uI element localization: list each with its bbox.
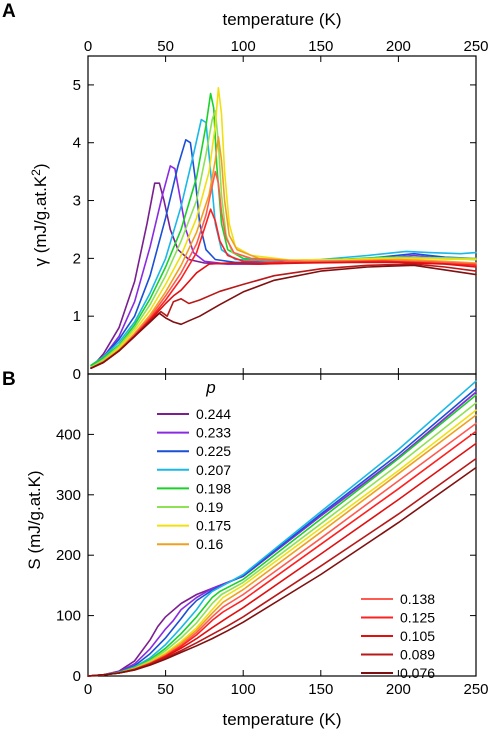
legend-label: 0.244 (196, 406, 231, 422)
series-line-a-0-076 (90, 264, 477, 370)
panel-b-ticks: 0 50 100 150 200 250 0 100 200 300 400 (56, 374, 489, 698)
panel-a-xlabel: temperature (K) (222, 10, 341, 29)
panel-b-y-tick-label: 100 (56, 608, 81, 625)
series-line-a-0-233 (90, 165, 477, 370)
panel-b-x-tick-label: 50 (157, 681, 174, 698)
panel-a-ylabel: γ (mJ/g.at.K2) (29, 163, 50, 266)
panel-a-y-tick-label: 5 (73, 77, 81, 94)
series-line-a-0-175 (90, 87, 477, 370)
panel-b-ylabel: S (mJ/g.at.K) (25, 470, 44, 569)
legend-label: 0.089 (400, 647, 435, 663)
series-line-a-0-138 (90, 170, 477, 370)
legend-label: 0.105 (400, 628, 435, 644)
legend-label: 0.207 (196, 462, 231, 478)
panel-b-plot-frame (87, 373, 477, 677)
panel-a-series (90, 87, 477, 370)
panel-a: A temperature (K) γ (mJ/g.at.K2) 0 50 100 1… (2, 1, 489, 383)
panel-a-ylabel-close: ) (31, 163, 50, 169)
panel-b-y-tick-label: 200 (56, 547, 81, 564)
legend-label: 0.16 (196, 536, 223, 552)
panel-a-x-tick-label: 50 (157, 38, 174, 55)
panel-b-xlabel: temperature (K) (222, 710, 341, 729)
series-line-a-0-125 (90, 208, 477, 370)
panel-b-series (87, 380, 477, 677)
panel-b-x-tick-label: 0 (84, 681, 92, 698)
series-line-a-0-198 (90, 92, 477, 367)
panel-a-ylabel-main: γ (mJ/g.at.K (31, 175, 50, 266)
panel-a-y-tick-label: 3 (73, 193, 81, 210)
legend: 0.244 0.233 0.225 0.207 0.198 0.19 0.175 0.16 0.… (157, 406, 435, 681)
legend-label: 0.076 (400, 665, 435, 681)
panel-b-y-tick-label: 0 (73, 668, 81, 685)
legend-label: 0.175 (196, 518, 231, 534)
panel-a-ylabel-superscript: 2 (29, 169, 43, 176)
series-line-a-0-207 (90, 118, 477, 367)
panel-b-x-tick-label: 200 (386, 681, 411, 698)
legend-title: p (205, 378, 215, 397)
panel-b-x-tick-label: 150 (308, 681, 333, 698)
panel-b-y-tick-label: 300 (56, 487, 81, 504)
panel-a-x-tick-label: 150 (308, 38, 333, 55)
legend-label: 0.138 (400, 591, 435, 607)
panel-a-y-tick-label: 1 (73, 308, 81, 325)
panel-b: B temperature (K) S (mJ/g.at.K) 0 50 100 15… (2, 369, 489, 729)
panel-a-x-tick-label: 100 (231, 38, 256, 55)
legend-label: 0.125 (400, 610, 435, 626)
panel-a-x-tick-label: 200 (386, 38, 411, 55)
panel-b-x-tick-label: 100 (231, 681, 256, 698)
series-line-b-0-076 (87, 466, 477, 677)
legend-label: 0.19 (196, 499, 223, 515)
panel-a-y-tick-label: 0 (73, 366, 81, 383)
series-line-a-0-244 (90, 182, 477, 370)
series-line-a-0-19 (90, 110, 477, 368)
legend-label: 0.233 (196, 425, 231, 441)
legend-label: 0.198 (196, 480, 231, 496)
panel-a-x-tick-label: 0 (84, 38, 92, 55)
panel-b-letter: B (2, 369, 16, 390)
panel-a-letter: A (2, 1, 16, 22)
panel-a-y-tick-label: 4 (73, 135, 81, 152)
panel-a-x-tick-label: 250 (463, 38, 488, 55)
panel-b-y-tick-label: 400 (56, 426, 81, 443)
legend-label: 0.225 (196, 443, 231, 459)
panel-b-x-tick-label: 250 (463, 681, 488, 698)
panel-a-y-tick-label: 2 (73, 250, 81, 267)
